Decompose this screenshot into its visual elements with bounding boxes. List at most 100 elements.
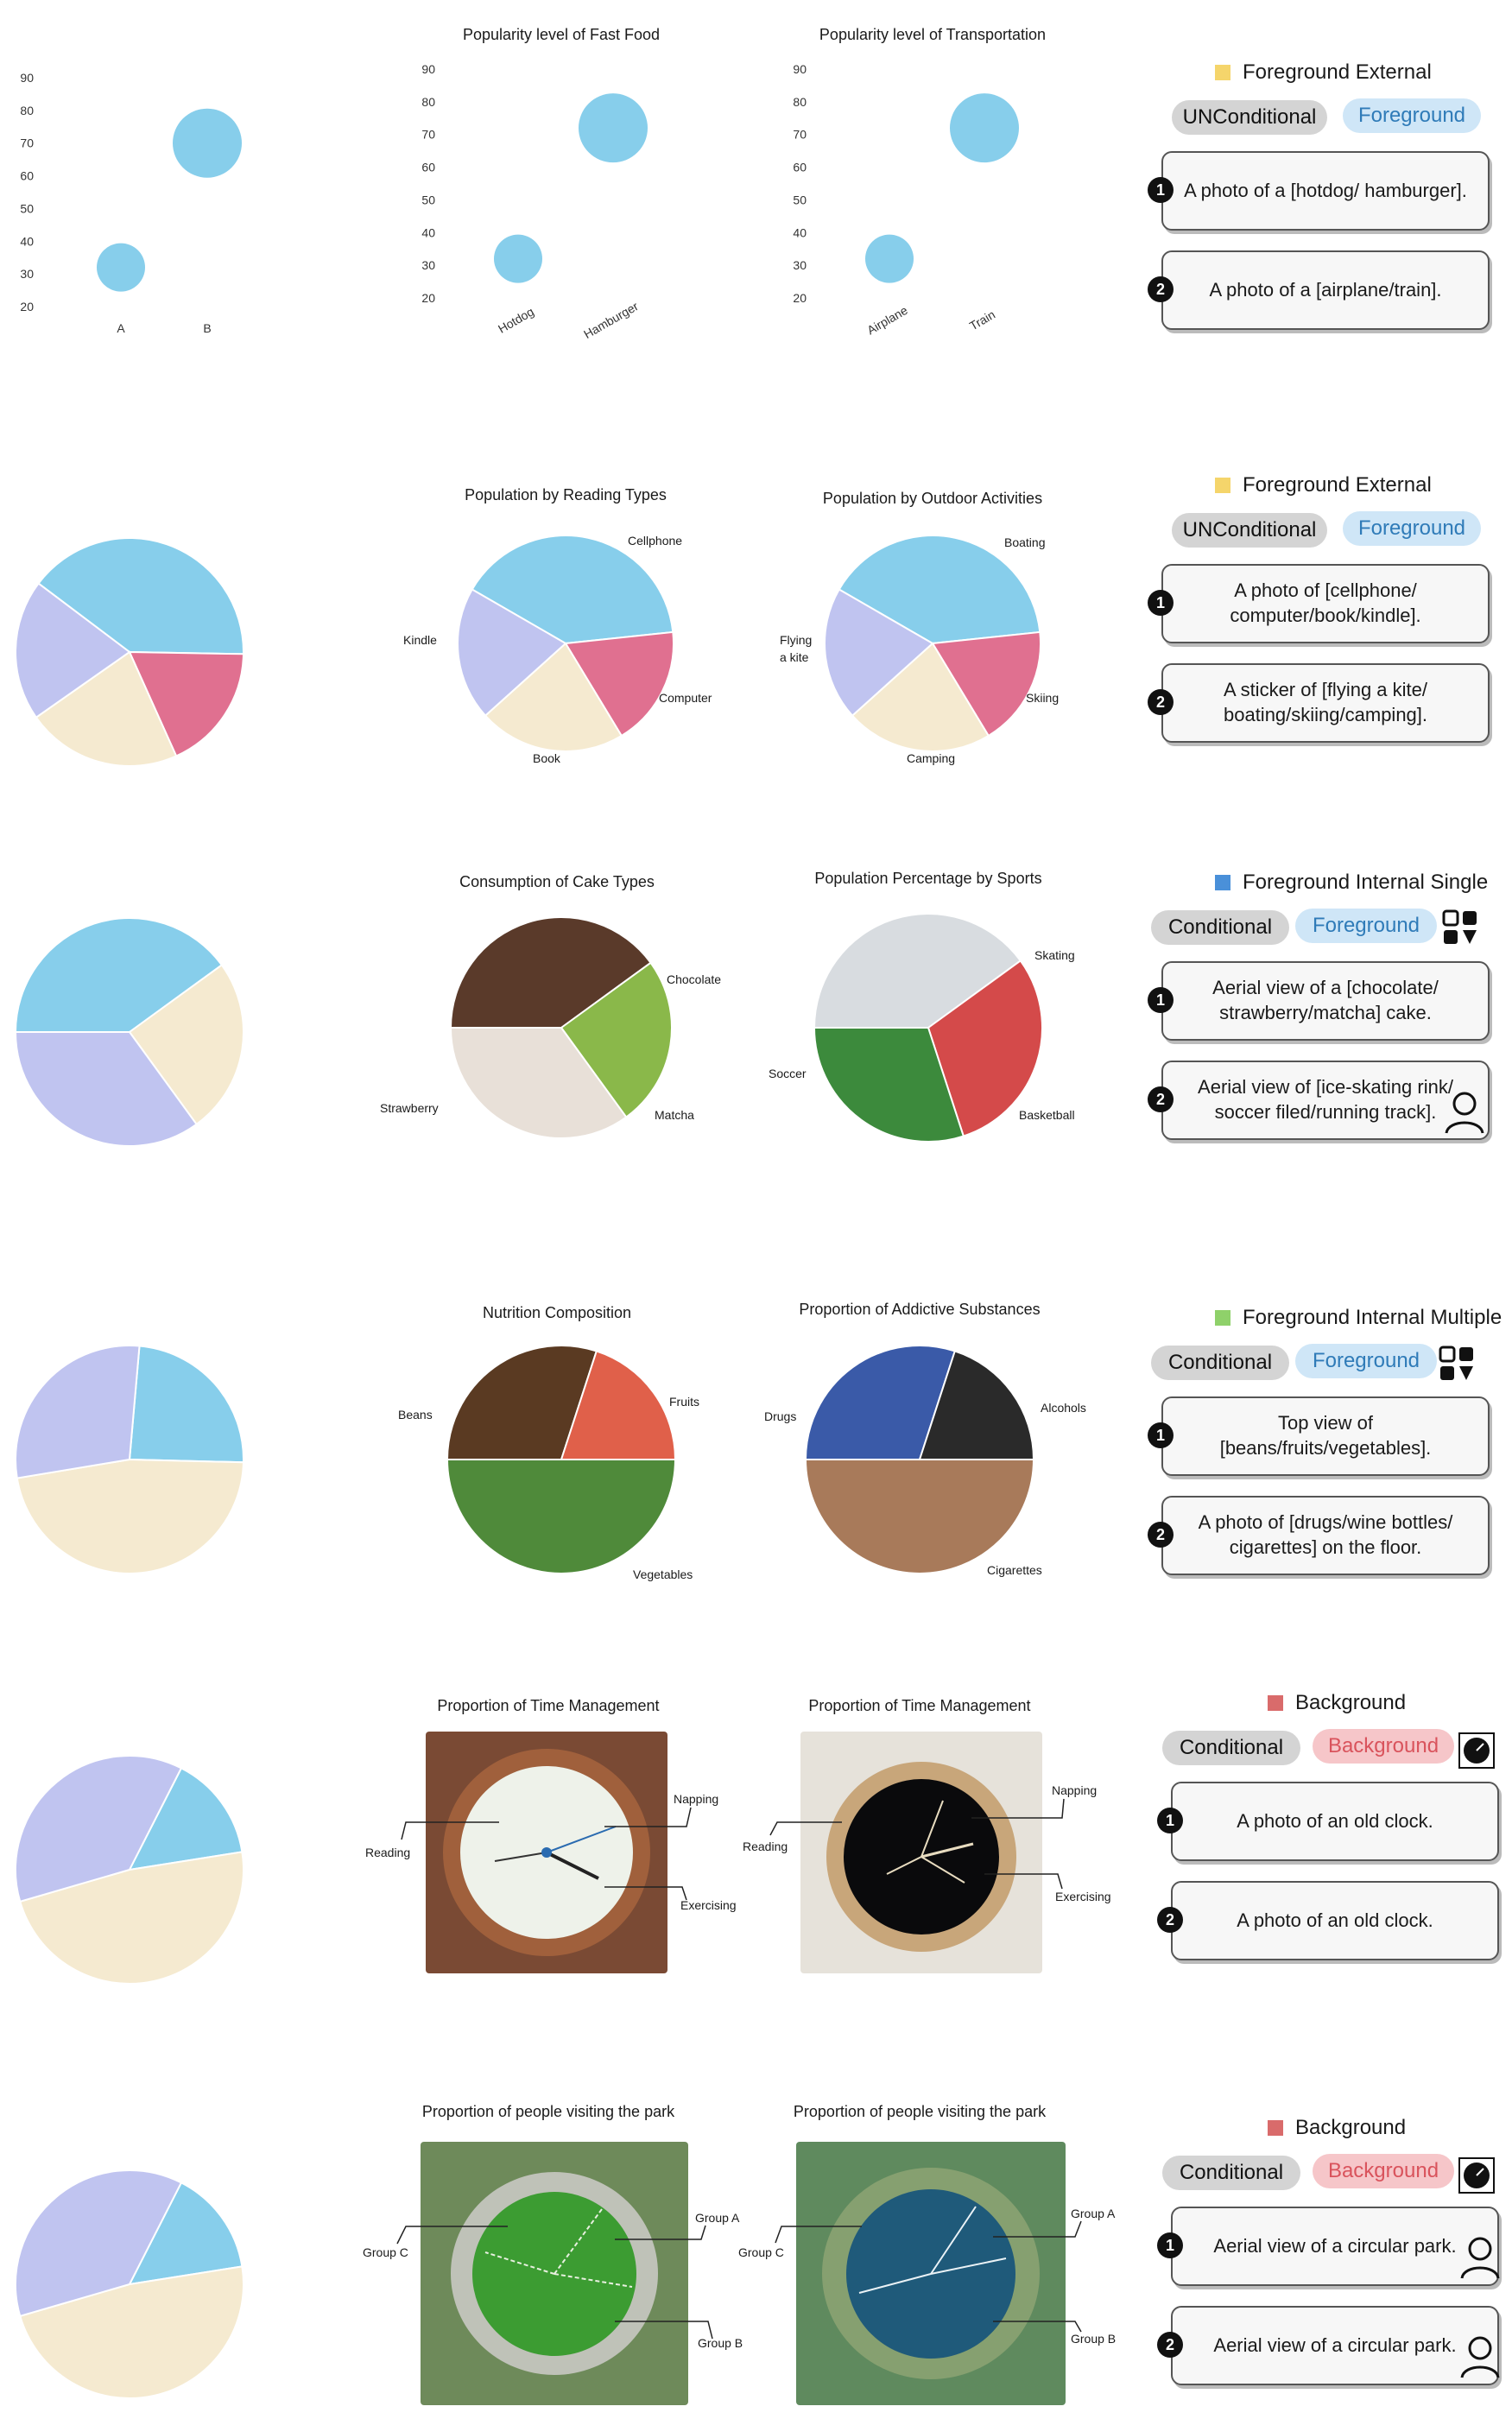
x-tick-label: Hamburger — [581, 299, 641, 341]
slice-label: Beans — [398, 1408, 433, 1422]
mode-pill-left: Conditional — [1151, 910, 1289, 945]
pie-outdoor-activities — [824, 535, 1041, 752]
bubble-mark — [97, 243, 145, 292]
slice-label: Group B — [1071, 2332, 1117, 2346]
pie-slice — [446, 1459, 677, 1574]
pie-slice — [14, 1031, 198, 1147]
pie-slice — [560, 1350, 677, 1460]
mode-pill-right: Background — [1313, 1729, 1454, 1764]
pie-slice — [560, 961, 673, 1118]
y-tick-label: 50 — [793, 193, 807, 206]
pie-source-3 — [14, 917, 244, 1147]
pie-slice — [851, 642, 990, 752]
pie-slice — [449, 916, 652, 1029]
pie-source-2 — [15, 537, 244, 767]
y-tick-label: 60 — [421, 161, 435, 174]
pie-slice — [484, 642, 623, 752]
pie-slice — [931, 630, 1041, 738]
panel-title: Population by Reading Types — [465, 486, 667, 503]
slice-label: Skiing — [1026, 691, 1060, 705]
slice-label: Computer — [659, 691, 712, 705]
prompt-number-badge: 2 — [1157, 2332, 1183, 2358]
category-color-swatch — [1268, 2120, 1283, 2136]
prompt-number-badge: 1 — [1148, 177, 1174, 203]
park-photo-2 — [796, 2142, 1066, 2405]
y-tick-label: 70 — [20, 136, 34, 150]
prompt-box: A photo of an old clock. — [1171, 1881, 1499, 1960]
prompt-number-badge: 1 — [1157, 1808, 1183, 1833]
x-tick-label: Airplane — [864, 303, 910, 338]
panel-title: Consumption of Cake Types — [459, 873, 655, 890]
panel-title: Population Percentage by Sports — [814, 870, 1042, 887]
slice-label: Group C — [738, 2245, 784, 2259]
pie-nutrition — [446, 1345, 677, 1574]
clock-photo-1 — [426, 1732, 667, 1973]
category-label: Foreground External — [1243, 473, 1432, 497]
y-tick-label: 30 — [793, 258, 807, 272]
mode-pill-right: Foreground — [1295, 909, 1437, 943]
panel-title: Proportion of people visiting the park — [421, 2103, 675, 2120]
row-1: 90 80 70 60 50 40 30 20 A B Popularity level of F… — [0, 0, 1512, 415]
slice-label: Skating — [1034, 948, 1075, 962]
prompt-box: A photo of a [airplane/train]. — [1161, 250, 1490, 330]
slice-label: Cellphone — [628, 534, 683, 548]
slice-label: Strawberry — [380, 1101, 439, 1115]
pie-slice — [824, 588, 934, 718]
y-tick-label: 70 — [793, 128, 807, 142]
panel-title: Population by Outdoor Activities — [822, 490, 1043, 507]
category-color-swatch — [1215, 65, 1230, 80]
pie-slice — [804, 1459, 1035, 1574]
prompt-box: Aerial view of [ice-skating rink/ soccer… — [1161, 1061, 1490, 1140]
prompt-box: A photo of [drugs/wine bottles/ cigarett… — [1161, 1496, 1490, 1575]
pie-slice — [15, 1345, 141, 1479]
prompt-box: A photo of [cellphone/ computer/book/kin… — [1161, 564, 1490, 643]
prompt-number-badge: 1 — [1148, 590, 1174, 616]
prompt-category: Foreground External — [1215, 473, 1432, 497]
y-tick-label: 30 — [20, 267, 34, 281]
pie-slice — [128, 964, 244, 1126]
slice-label: Reading — [365, 1846, 411, 1859]
mode-pill-right: Background — [1313, 2154, 1454, 2188]
pie-slice — [449, 1027, 628, 1139]
y-tick-label: 80 — [421, 95, 435, 109]
pie-slice — [804, 1345, 957, 1460]
bubble-chart-source: 90 80 70 60 50 40 30 20 A B — [20, 71, 242, 335]
category-color-swatch — [1215, 875, 1230, 890]
pie-slice — [15, 2169, 183, 2318]
pie-sports — [813, 913, 1043, 1143]
mode-pill-right: Foreground — [1343, 98, 1481, 133]
slice-label: Drugs — [764, 1409, 797, 1423]
pie-slice — [15, 582, 131, 719]
prompt-box: A photo of a [hotdog/ hamburger]. — [1161, 151, 1490, 231]
prompt-category: Background — [1268, 2116, 1406, 2140]
pie-slice — [19, 2265, 244, 2399]
mode-pill-right: Foreground — [1295, 1344, 1437, 1378]
slice-label: Book — [533, 751, 560, 765]
prompt-category: Foreground External — [1215, 60, 1432, 85]
prompt-number-badge: 1 — [1148, 1422, 1174, 1448]
slice-label: Camping — [907, 751, 956, 765]
pie-addictive — [804, 1345, 1035, 1574]
prompt-box: Aerial view of a circular park. — [1171, 2306, 1499, 2385]
y-tick-label: 20 — [20, 300, 34, 313]
pie-slice — [37, 537, 244, 655]
bubble-mark — [494, 234, 542, 283]
panel-title: Proportion of Time Management — [808, 1697, 1031, 1714]
panel-title: Proportion of Time Management — [437, 1697, 660, 1714]
y-tick-label: 80 — [20, 104, 34, 117]
slice-label: a kite — [780, 650, 809, 664]
pie-slice — [128, 2182, 244, 2286]
slice-label: Exercising — [680, 1898, 737, 1912]
shape-grid-icon — [1442, 909, 1478, 950]
x-tick-label: Hotdog — [496, 304, 536, 335]
category-color-swatch — [1215, 1310, 1230, 1326]
panel-title: Proportion of Addictive Substances — [799, 1301, 1041, 1318]
pie-source-4 — [15, 1345, 244, 1574]
slice-label: Cigarettes — [987, 1563, 1042, 1577]
y-tick-label: 50 — [20, 201, 34, 215]
pie-source-5 — [15, 1755, 244, 1985]
prompt-box: A photo of an old clock. — [1171, 1782, 1499, 1861]
y-tick-label: 40 — [20, 234, 34, 248]
slice-label: Group B — [698, 2336, 743, 2350]
prompt-number-badge: 2 — [1148, 1086, 1174, 1112]
